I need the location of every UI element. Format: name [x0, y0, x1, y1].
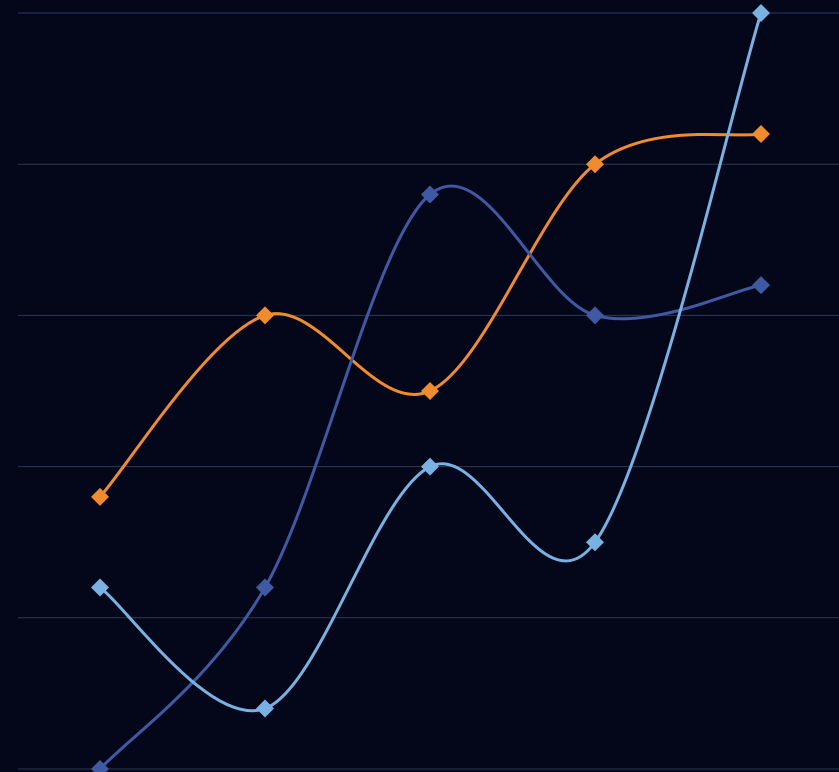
data-point-marker [256, 578, 274, 597]
data-point-marker [91, 487, 109, 506]
data-point-marker [91, 578, 109, 597]
series-line [98, 184, 763, 771]
data-point-marker [586, 155, 604, 174]
series-1 [91, 124, 770, 506]
data-point-marker [752, 276, 770, 295]
data-point-marker [586, 533, 604, 552]
data-point-marker [421, 185, 439, 204]
series-group [91, 4, 770, 772]
data-point-marker [752, 124, 770, 143]
data-point-marker [256, 699, 274, 718]
data-point-marker [586, 306, 604, 325]
data-point-marker [421, 382, 439, 400]
series-line [98, 11, 763, 713]
data-point-marker [256, 306, 274, 325]
data-point-marker [752, 4, 770, 22]
series-3 [91, 4, 770, 718]
data-point-marker [421, 457, 439, 476]
data-point-marker [91, 760, 109, 772]
series-2 [91, 184, 770, 772]
